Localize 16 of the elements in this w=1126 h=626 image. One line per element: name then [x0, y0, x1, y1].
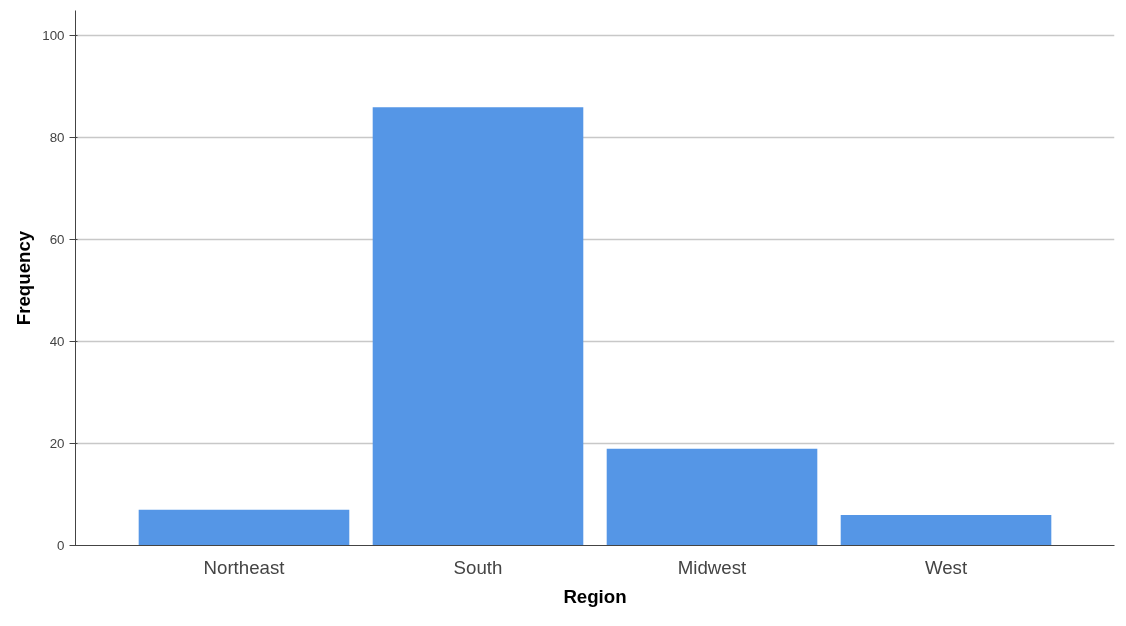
y-tick-label: 20 [49, 436, 65, 452]
bar [372, 107, 584, 546]
y-tick-label: 100 [42, 28, 65, 44]
bar [606, 448, 818, 546]
x-tick-label: Northeast [203, 556, 286, 578]
y-tick-label: 0 [57, 538, 65, 553]
y-axis-title: Frequency [13, 230, 35, 326]
x-tick-label: West [924, 556, 968, 578]
bar [840, 514, 1052, 546]
y-tick-label: 40 [49, 334, 65, 350]
x-axis-title: Region [563, 585, 627, 607]
y-tick-label: 80 [49, 130, 65, 146]
y-tick-label: 60 [49, 232, 65, 248]
x-tick-label: Midwest [677, 556, 748, 578]
x-tick-label: South [453, 556, 503, 578]
bar [138, 509, 350, 546]
